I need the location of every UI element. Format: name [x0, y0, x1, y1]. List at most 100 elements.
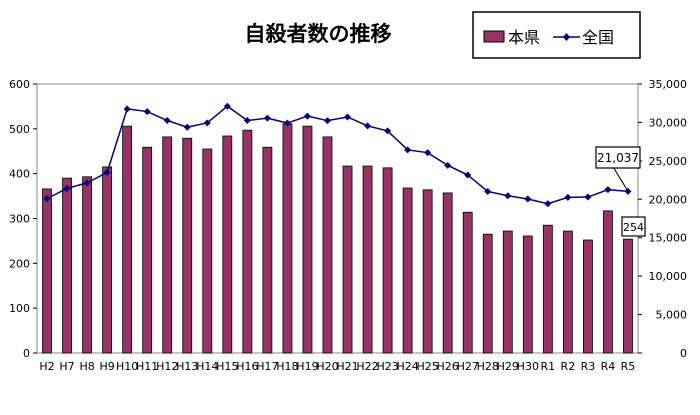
bar-H28 — [482, 233, 493, 354]
x-tick-label: H21 — [336, 360, 358, 373]
point-H15 — [223, 102, 231, 110]
bar-H26 — [442, 192, 453, 354]
bar-H11 — [142, 146, 153, 354]
x-tick-label: H29 — [497, 360, 519, 373]
bar-H14 — [202, 148, 213, 354]
point-H11 — [143, 108, 151, 116]
bar-H30 — [522, 235, 533, 354]
x-tick-label: H23 — [376, 360, 398, 373]
point-H7 — [63, 184, 71, 192]
x-tick-label: R3 — [581, 360, 596, 373]
left-tick-label: 100 — [9, 302, 30, 315]
left-tick-label: 200 — [9, 257, 30, 270]
point-H9 — [103, 168, 111, 176]
point-H27 — [464, 171, 472, 179]
point-H30 — [524, 195, 532, 203]
point-R2 — [564, 193, 572, 201]
point-H12 — [163, 116, 171, 124]
bar-H2 — [42, 188, 52, 354]
point-H18 — [283, 119, 291, 127]
point-R1 — [544, 200, 552, 208]
x-tick-label: R4 — [601, 360, 616, 373]
point-H2 — [43, 195, 51, 203]
bar-H9 — [102, 166, 113, 354]
bar-H10 — [122, 125, 133, 354]
point-H13 — [183, 123, 191, 131]
legend-swatch-bar — [483, 30, 505, 43]
bar-H19 — [302, 125, 313, 354]
x-tick-label: H10 — [116, 360, 138, 373]
chart-title: 自殺者数の推移 — [245, 22, 392, 46]
x-tick-label: H14 — [196, 360, 218, 373]
bar-H18 — [282, 123, 293, 354]
annotation-national: 21,037 — [597, 151, 639, 165]
x-tick-label: H27 — [457, 360, 479, 373]
bar-H23 — [382, 167, 393, 354]
legend-label-bar: 本県 — [508, 28, 540, 47]
x-tick-label: R5 — [621, 360, 636, 373]
x-tick-label: H19 — [296, 360, 318, 373]
right-tick-label: 5,000 — [656, 309, 688, 322]
annotation-box-national — [595, 146, 641, 169]
left-tick-label: 600 — [9, 78, 30, 91]
bar-R2 — [562, 230, 573, 354]
x-tick-label: H25 — [417, 360, 439, 373]
bar-H20 — [322, 136, 333, 354]
bar-H25 — [422, 189, 433, 354]
point-H10 — [123, 105, 131, 113]
x-tick-label: H16 — [236, 360, 258, 373]
x-tick-label: H17 — [256, 360, 278, 373]
x-tick-label: R2 — [561, 360, 576, 373]
point-H29 — [504, 192, 512, 200]
x-tick-label: H2 — [39, 360, 54, 373]
x-tick-label: H26 — [437, 360, 459, 373]
bar-H12 — [162, 136, 173, 354]
point-H24 — [404, 146, 412, 154]
point-H21 — [344, 113, 352, 121]
right-tick-label: 0 — [680, 347, 687, 360]
point-H16 — [243, 117, 251, 125]
x-tick-label: H20 — [316, 360, 338, 373]
bar-H29 — [502, 230, 513, 354]
x-tick-label: H11 — [136, 360, 158, 373]
x-tick-label: H18 — [276, 360, 298, 373]
right-tick-label: 20,000 — [649, 193, 688, 206]
bar-H8 — [82, 176, 92, 354]
x-tick-label: H22 — [356, 360, 378, 373]
annotation-leader — [613, 168, 629, 192]
bar-H7 — [62, 177, 72, 354]
annotation-prefecture: 254 — [623, 221, 644, 234]
point-H26 — [444, 161, 452, 169]
point-H19 — [303, 112, 311, 120]
bar-R3 — [583, 239, 593, 354]
bar-H24 — [402, 187, 413, 354]
bar-R5 — [623, 238, 633, 354]
bar-H21 — [342, 165, 353, 354]
x-tick-label: H28 — [477, 360, 499, 373]
point-H25 — [424, 149, 432, 157]
bar-R1 — [542, 224, 553, 354]
bar-H15 — [222, 135, 233, 354]
bar-H13 — [182, 137, 193, 354]
bar-H16 — [242, 129, 253, 354]
legend-marker — [563, 33, 570, 41]
bar-H27 — [462, 211, 473, 354]
x-tick-label: H30 — [517, 360, 539, 373]
right-tick-label: 30,000 — [649, 116, 688, 129]
x-tick-label: R1 — [541, 360, 556, 373]
point-H17 — [263, 114, 271, 122]
point-H8 — [83, 179, 91, 187]
annotation-box-prefecture — [621, 216, 646, 237]
x-tick-label: H12 — [156, 360, 178, 373]
national-line — [46, 105, 629, 205]
right-tick-label: 25,000 — [649, 155, 688, 168]
right-tick-label: 35,000 — [649, 78, 688, 91]
left-tick-label: 0 — [23, 347, 30, 360]
left-tick-label: 500 — [9, 123, 30, 136]
x-tick-label: H15 — [216, 360, 238, 373]
left-tick-label: 400 — [9, 168, 30, 181]
point-H23 — [384, 127, 392, 135]
right-tick-label: 15,000 — [649, 232, 688, 245]
point-H20 — [323, 117, 331, 125]
